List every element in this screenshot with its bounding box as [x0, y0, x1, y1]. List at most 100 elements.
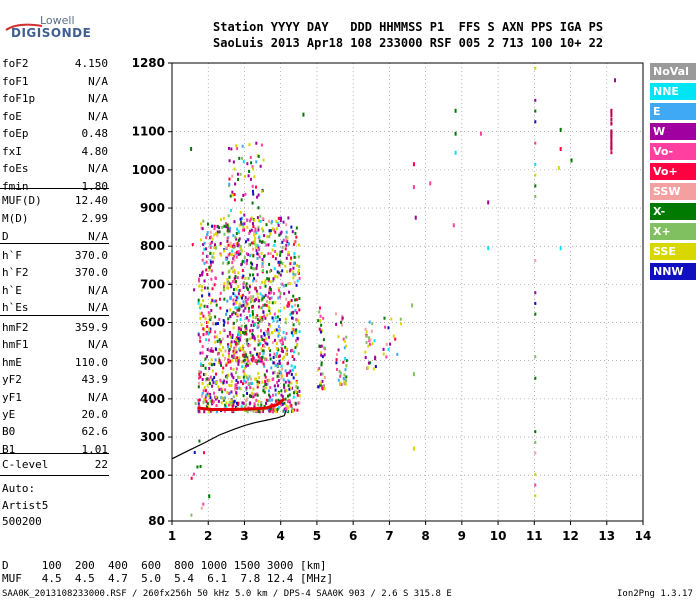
echo-point — [235, 301, 238, 305]
strip-point — [534, 173, 537, 177]
echo-point — [295, 318, 298, 322]
strip-point — [534, 440, 537, 444]
echo-point — [209, 242, 212, 246]
echo-point — [369, 338, 372, 342]
echo-point — [288, 404, 291, 408]
echo-point — [230, 209, 233, 213]
param-label: hmF2 — [2, 321, 29, 334]
echo-point — [273, 292, 276, 296]
echo-point — [267, 327, 270, 331]
echo-point — [383, 316, 386, 320]
echo-point — [222, 398, 225, 402]
echo-point — [278, 371, 281, 375]
echo-point — [317, 385, 320, 389]
echo-point — [272, 279, 275, 283]
echo-point — [392, 334, 395, 338]
echo-point — [239, 244, 242, 248]
echo-point — [284, 352, 287, 356]
echo-point — [223, 232, 226, 236]
echo-point — [290, 316, 293, 320]
sparse-point — [559, 146, 562, 151]
echo-point — [221, 225, 224, 229]
echo-point — [389, 342, 392, 346]
echo-point — [269, 232, 272, 236]
echo-point — [242, 370, 245, 374]
echo-point — [368, 336, 371, 340]
echo-point — [294, 240, 297, 244]
param-label: h`Es — [2, 300, 29, 314]
echo-point — [199, 464, 202, 468]
echo-point — [277, 384, 280, 388]
echo-point — [222, 397, 225, 401]
echo-point — [232, 233, 235, 237]
echo-point — [245, 282, 248, 286]
echo-point — [248, 231, 251, 235]
echo-point — [246, 363, 249, 367]
echo-point — [274, 230, 277, 234]
echo-point — [245, 353, 248, 357]
echo-point — [292, 395, 295, 399]
echo-point — [209, 245, 212, 249]
echo-point — [208, 265, 211, 269]
echo-point — [274, 301, 277, 305]
echo-point — [232, 395, 235, 399]
echo-point — [255, 297, 258, 301]
echo-point — [228, 400, 231, 404]
echo-point — [226, 309, 229, 313]
sparse-point — [302, 112, 305, 117]
param-value: 4.80 — [81, 144, 109, 158]
echo-point — [231, 249, 234, 253]
echo-point — [224, 356, 227, 360]
logo-lowell: Lowell — [40, 14, 75, 27]
echo-point — [228, 383, 231, 387]
echo-point — [248, 254, 251, 258]
echo-point — [234, 386, 237, 390]
echo-point — [210, 358, 213, 362]
echo-point — [262, 158, 265, 162]
echo-point — [215, 335, 218, 339]
echo-point — [382, 347, 385, 351]
echo-point — [204, 378, 207, 382]
echo-point — [319, 314, 322, 318]
echo-point — [273, 370, 276, 374]
echo-point — [320, 351, 323, 355]
echo-point — [323, 353, 326, 357]
echo-point — [234, 274, 237, 278]
echo-point — [251, 355, 254, 359]
echo-point — [227, 373, 230, 377]
echo-point — [214, 322, 217, 326]
echo-point — [231, 174, 234, 178]
param-label: M(D) — [2, 212, 29, 225]
auto-code: 500200 — [2, 515, 42, 528]
echo-point — [246, 410, 249, 414]
echo-point — [296, 386, 299, 390]
echo-point — [275, 227, 278, 231]
echo-point — [232, 367, 235, 371]
echo-point — [260, 319, 263, 323]
echo-point — [262, 295, 265, 299]
echo-point — [276, 351, 279, 355]
param-value: 370.0 — [74, 266, 108, 280]
echo-point — [205, 338, 208, 342]
echo-point — [294, 372, 297, 376]
echo-point — [256, 352, 259, 356]
x-tick-label: 8 — [421, 529, 429, 543]
echo-point — [255, 141, 258, 145]
echo-point — [291, 349, 294, 353]
echo-point — [265, 303, 268, 307]
echo-point — [277, 406, 280, 410]
echo-point — [222, 381, 225, 385]
echo-point — [209, 396, 212, 400]
echo-point — [280, 389, 283, 393]
echo-point — [239, 313, 242, 317]
echo-point — [268, 332, 271, 336]
echo-point — [243, 331, 246, 335]
echo-point — [228, 177, 231, 181]
echo-point — [257, 193, 260, 197]
echo-point — [237, 292, 240, 296]
echo-point — [225, 363, 228, 367]
chart-grid — [171, 62, 644, 522]
echo-point — [241, 348, 244, 352]
echo-point — [206, 325, 209, 329]
echo-point — [228, 347, 231, 351]
